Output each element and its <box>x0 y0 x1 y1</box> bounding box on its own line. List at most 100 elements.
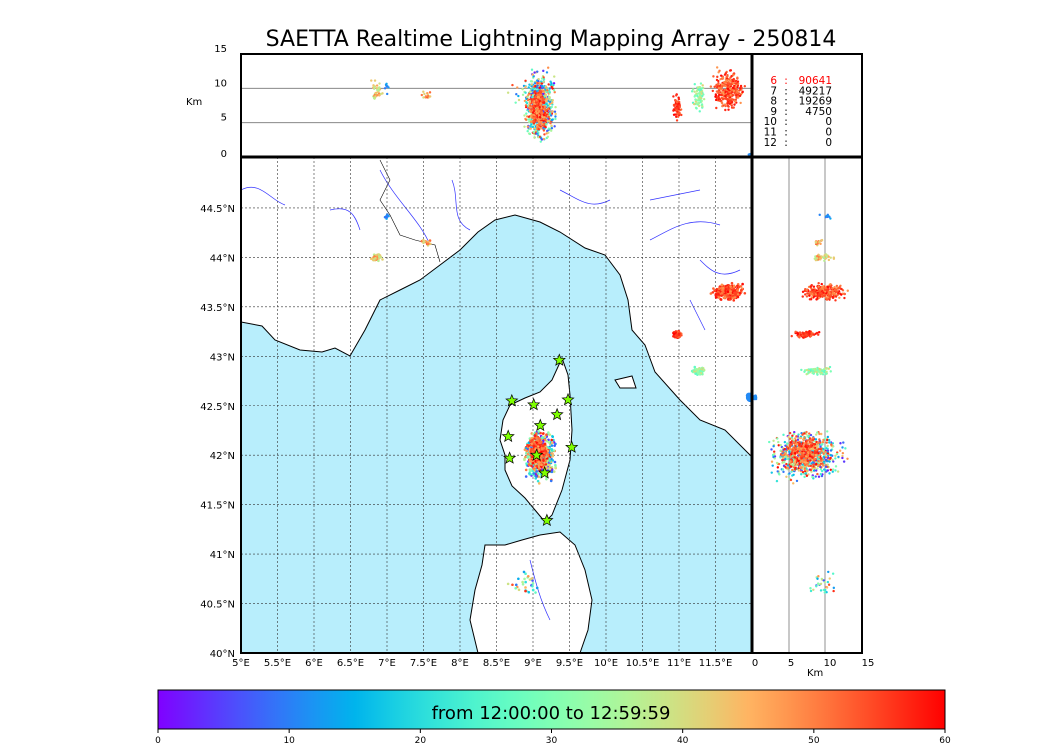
alt-lat-point <box>782 456 785 460</box>
alt-lat-point <box>816 242 819 245</box>
alt-lat-point <box>809 589 813 593</box>
lightning-source-point <box>547 441 551 444</box>
alt-lat-point <box>797 451 801 455</box>
alt-lat-point <box>784 444 787 447</box>
lightning-source-point <box>720 294 723 297</box>
lon-alt-point <box>721 104 724 108</box>
lightning-source-point <box>537 482 541 485</box>
lightning-source-point <box>545 467 548 470</box>
alt-lat-point <box>770 471 773 474</box>
lon-tick-label: 10.5°E <box>626 658 660 669</box>
lon-alt-point <box>737 96 740 99</box>
lightning-source-point <box>709 292 713 295</box>
lon-alt-point <box>736 89 739 93</box>
lon-alt-point <box>550 126 554 130</box>
lon-alt-point <box>532 109 536 113</box>
alt-lat-point <box>817 441 820 444</box>
lon-alt-point <box>711 89 715 93</box>
alt-lat-point <box>841 454 844 458</box>
lightning-source-point <box>713 289 716 293</box>
top-panel-points <box>370 66 752 157</box>
lon-alt-point <box>539 140 543 143</box>
lon-alt-point <box>521 87 524 91</box>
lon-alt-point <box>736 84 740 87</box>
alt-lat-point <box>805 474 809 478</box>
lightning-source-point <box>527 590 531 594</box>
lightning-source-point <box>550 470 554 474</box>
colorbar-tick-label: 40 <box>677 736 689 746</box>
alt-lat-point <box>817 475 821 478</box>
alt-lat-point <box>801 470 805 474</box>
colorbar-bar <box>157 689 946 730</box>
alt-lat-point <box>819 459 823 462</box>
lon-alt-point <box>515 93 518 96</box>
lon-alt-point <box>731 86 735 90</box>
lon-alt-point <box>677 97 681 101</box>
alt-lat-point <box>824 446 827 449</box>
alt-lat-point <box>805 372 808 376</box>
lon-alt-point <box>551 98 554 102</box>
top-panel-bg <box>241 54 752 157</box>
lon-alt-point <box>732 98 735 101</box>
alt-lat-point <box>821 369 824 373</box>
lightning-source-point <box>741 282 744 286</box>
lon-alt-point <box>553 91 556 94</box>
alt-lat-point <box>828 285 832 288</box>
lon-alt-point <box>526 98 530 102</box>
lightning-source-point <box>698 372 701 376</box>
lon-alt-point <box>721 76 725 79</box>
lon-alt-point <box>714 98 718 102</box>
lon-tick-label: 5.5°E <box>264 658 291 669</box>
lon-alt-point <box>538 122 541 125</box>
alt-lat-point <box>802 451 805 454</box>
lon-alt-point <box>674 99 677 102</box>
lon-alt-point <box>550 85 553 89</box>
lon-alt-point <box>698 110 701 113</box>
lightning-source-point <box>672 332 676 336</box>
alt-lat-point <box>820 238 824 242</box>
alt-lat-point <box>786 454 790 457</box>
lightning-source-point <box>696 370 700 373</box>
alt-lat-point <box>809 587 812 590</box>
alt-lat-point <box>811 439 815 442</box>
lightning-source-point <box>545 455 548 458</box>
alt-lat-point <box>810 467 814 470</box>
alt-lat-point <box>810 470 813 473</box>
alt-lat-point <box>811 436 815 440</box>
lat-tick-label: 42.5°N <box>200 402 235 413</box>
lightning-source-point <box>422 238 425 242</box>
station-star-marker <box>540 513 554 527</box>
lon-alt-point <box>379 92 383 96</box>
alt-lat-point <box>776 470 779 473</box>
alt-lat-point <box>827 570 830 574</box>
lightning-source-point <box>529 439 532 443</box>
alt-lat-point <box>819 472 822 476</box>
lightning-source-point <box>551 454 555 458</box>
alt-lat-point <box>814 457 817 461</box>
lon-alt-point <box>537 109 541 113</box>
lat-tick-label: 44.5°N <box>200 204 235 215</box>
lightning-source-point <box>527 463 531 467</box>
lightning-source-point <box>728 295 731 298</box>
alt-lat-point <box>814 438 818 441</box>
lon-alt-point <box>550 129 553 132</box>
lightning-source-point <box>385 213 389 217</box>
alt-lat-point <box>819 441 822 444</box>
lon-alt-point <box>420 93 424 97</box>
lon-alt-point <box>736 80 740 83</box>
alt-lat-point <box>820 469 824 473</box>
lightning-source-point <box>548 467 552 471</box>
lightning-source-point <box>531 469 535 473</box>
lightning-source-point <box>542 455 546 458</box>
alt-lat-point <box>800 456 804 460</box>
lon-alt-point <box>385 82 388 86</box>
alt-lat-point <box>793 437 797 440</box>
lon-alt-point <box>537 96 541 99</box>
lon-alt-point <box>715 83 718 86</box>
lon-alt-point <box>550 105 554 109</box>
lightning-source-point <box>524 468 528 472</box>
lightning-source-point <box>551 441 554 445</box>
lon-alt-point <box>724 72 727 75</box>
alt-lat-point <box>776 466 780 469</box>
